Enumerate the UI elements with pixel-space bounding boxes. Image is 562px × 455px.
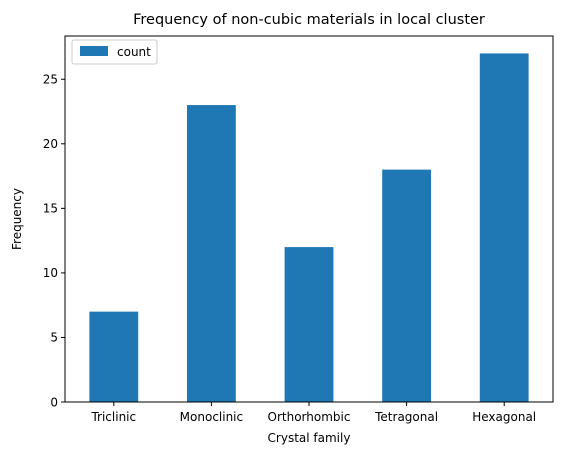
chart-title: Frequency of non-cubic materials in loca… [133, 12, 485, 28]
y-axis: 0 5 10 15 20 25 [43, 73, 65, 409]
legend-label: count [117, 45, 151, 59]
x-tick-label: Orthorhombic [268, 410, 351, 424]
x-tick-label: Monoclinic [180, 410, 243, 424]
y-tick-label: 10 [43, 266, 58, 280]
bars-group [89, 53, 529, 403]
x-axis: Triclinic Monoclinic Orthorhombic Tetragona… [90, 402, 536, 424]
x-tick-label: Hexagonal [472, 410, 536, 424]
bar-hexagonal [479, 53, 529, 403]
y-tick-label: 20 [43, 137, 58, 151]
legend-swatch [80, 46, 108, 56]
bar-monoclinic [187, 105, 236, 402]
y-tick-label: 5 [50, 331, 58, 345]
bar-triclinic [89, 311, 139, 402]
y-tick-label: 0 [50, 395, 58, 409]
y-tick-label: 25 [43, 73, 58, 87]
y-tick-label: 15 [43, 202, 58, 216]
x-tick-label: Triclinic [90, 410, 136, 424]
bar-orthorhombic [284, 247, 334, 402]
bar-tetragonal [382, 169, 431, 402]
x-tick-label: Tetragonal [374, 410, 438, 424]
y-axis-label: Frequency [10, 188, 24, 250]
x-axis-label: Crystal family [268, 431, 351, 445]
legend: count [71, 39, 158, 65]
